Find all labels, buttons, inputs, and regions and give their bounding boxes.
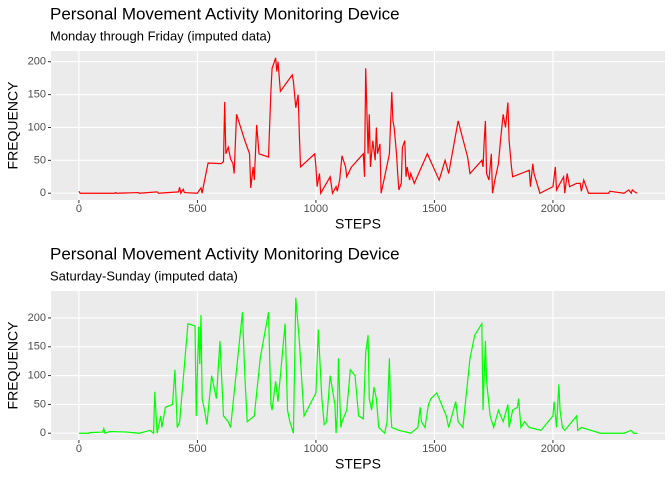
y-axis-label: FREQUENCY bbox=[5, 81, 21, 170]
x-tick-label: 0 bbox=[76, 203, 82, 215]
x-tick-label: 0 bbox=[76, 443, 82, 455]
y-tick-label: 200 bbox=[28, 56, 46, 68]
y-tick-label: 100 bbox=[28, 121, 46, 133]
y-tick-label: 50 bbox=[34, 398, 46, 410]
x-tick-label: 500 bbox=[188, 443, 206, 455]
x-tick-label: 1000 bbox=[304, 443, 328, 455]
x-axis-label: STEPS bbox=[335, 216, 381, 232]
x-axis-label: STEPS bbox=[335, 456, 381, 472]
panel bbox=[51, 291, 665, 440]
y-tick-label: 150 bbox=[28, 89, 46, 101]
y-tick-label: 50 bbox=[34, 154, 46, 166]
y-tick-label: 200 bbox=[28, 312, 46, 324]
chart-title: Personal Movement Activity Monitoring De… bbox=[50, 244, 400, 263]
data-line bbox=[78, 297, 638, 435]
y-tick-label: 0 bbox=[40, 187, 46, 199]
chart-subtitle: Saturday-Sunday (imputed data) bbox=[50, 268, 238, 283]
y-tick-label: 0 bbox=[40, 427, 46, 439]
chart-subtitle: Monday through Friday (imputed data) bbox=[50, 28, 271, 43]
x-tick-label: 1000 bbox=[304, 203, 328, 215]
x-tick-label: 1500 bbox=[422, 443, 446, 455]
y-tick-label: 100 bbox=[28, 369, 46, 381]
panel bbox=[51, 51, 665, 200]
x-tick-label: 2000 bbox=[541, 443, 565, 455]
y-axis-label: FREQUENCY bbox=[5, 321, 21, 410]
x-tick-label: 2000 bbox=[541, 203, 565, 215]
y-tick-label: 150 bbox=[28, 341, 46, 353]
data-line bbox=[78, 57, 638, 196]
x-tick-label: 1500 bbox=[422, 203, 446, 215]
chart-title: Personal Movement Activity Monitoring De… bbox=[50, 4, 400, 23]
x-tick-label: 500 bbox=[188, 203, 206, 215]
